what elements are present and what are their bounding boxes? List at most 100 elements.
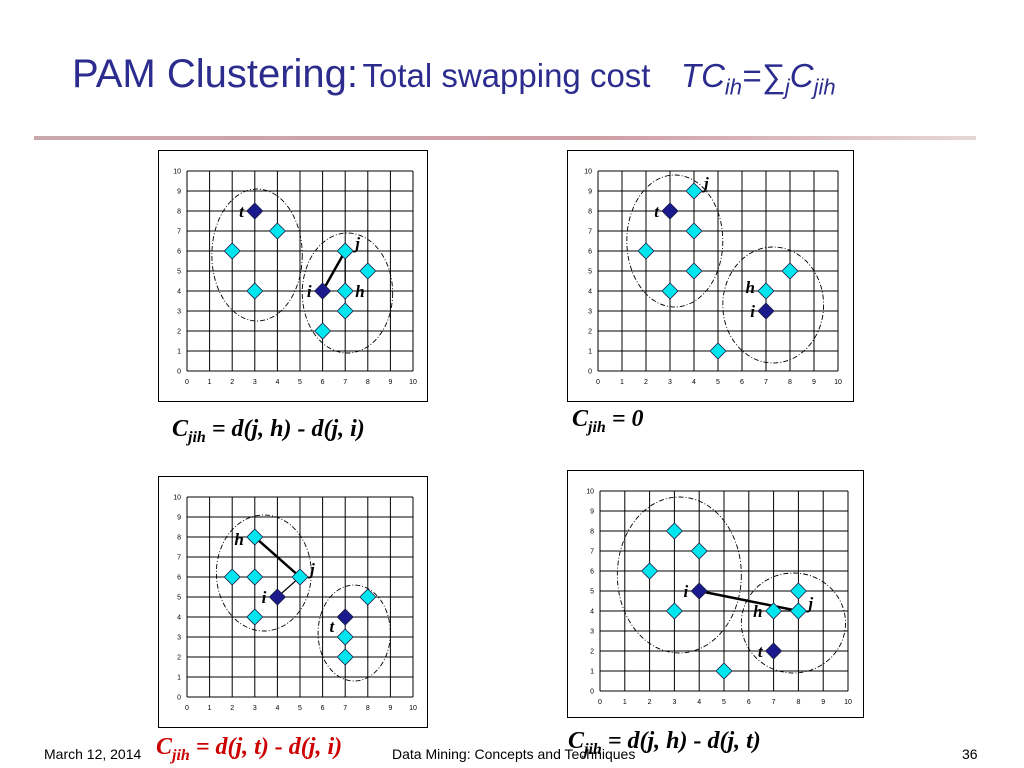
point-label: i xyxy=(262,588,267,607)
y-tick-label: 1 xyxy=(590,669,594,676)
object-point xyxy=(336,242,354,260)
x-tick-label: 5 xyxy=(298,379,302,386)
object-point xyxy=(314,322,332,340)
object-point xyxy=(757,282,775,300)
formula-sub: jih xyxy=(588,418,606,436)
y-tick-label: 6 xyxy=(590,569,594,576)
medoid-point xyxy=(246,202,264,220)
object-point xyxy=(336,648,354,666)
title-subtitle: Total swapping cost xyxy=(362,57,651,94)
medoid-point xyxy=(314,282,332,300)
y-tick-label: 0 xyxy=(177,369,181,376)
object-point xyxy=(223,242,241,260)
object-point xyxy=(665,602,683,620)
y-tick-label: 3 xyxy=(590,629,594,636)
object-point xyxy=(685,222,703,240)
object-point xyxy=(336,282,354,300)
x-tick-label: 5 xyxy=(716,379,720,386)
x-tick-label: 1 xyxy=(208,705,212,712)
x-tick-label: 9 xyxy=(388,379,392,386)
x-tick-label: 10 xyxy=(844,699,852,706)
point-label: t xyxy=(239,202,245,221)
y-tick-label: 10 xyxy=(173,495,181,502)
formula-c: C xyxy=(572,406,589,432)
distance-line xyxy=(253,536,301,578)
distance-line xyxy=(321,250,347,292)
formula-top-left: Cjih = d(j, h) - d(j, i) xyxy=(172,416,365,447)
cluster-boundary xyxy=(722,246,825,364)
x-tick-label: 4 xyxy=(692,379,696,386)
x-tick-label: 8 xyxy=(366,705,370,712)
footer-page-number: 36 xyxy=(962,746,978,762)
formula-rest: = 0 xyxy=(605,406,644,432)
y-tick-label: 9 xyxy=(177,189,181,196)
object-point xyxy=(641,562,659,580)
plot-panel-bottom-right: 0 0 1 1 2 2 3 3 4 4 5 5 6 6 7 7 8 8 9 9 10 10 i h j t xyxy=(567,470,864,718)
x-tick-label: 7 xyxy=(764,379,768,386)
object-point xyxy=(359,262,377,280)
object-point xyxy=(246,528,264,546)
y-tick-label: 4 xyxy=(177,615,181,622)
y-tick-label: 9 xyxy=(590,509,594,516)
title-main: PAM Clustering: xyxy=(72,52,359,96)
y-tick-label: 2 xyxy=(177,655,181,662)
x-tick-label: 5 xyxy=(722,699,726,706)
cluster-boundary xyxy=(317,584,391,682)
formula-eq: = xyxy=(742,57,762,94)
y-tick-label: 7 xyxy=(590,549,594,556)
y-tick-label: 3 xyxy=(177,309,181,316)
point-label: j xyxy=(307,560,315,579)
cluster-boundary xyxy=(301,232,394,354)
point-label: h xyxy=(355,282,364,301)
formula-sigma: ∑ xyxy=(761,57,785,94)
y-tick-label: 4 xyxy=(588,289,592,296)
x-tick-label: 7 xyxy=(343,379,347,386)
formula-j: j xyxy=(784,74,790,100)
object-point xyxy=(661,282,679,300)
footer-course: Data Mining: Concepts and Techniques xyxy=(392,746,636,762)
formula-sub: jih xyxy=(172,746,190,764)
plot-panel-bottom-left: 0 0 1 1 2 2 3 3 4 4 5 5 6 6 7 7 8 8 9 9 10 10 h j i t xyxy=(158,476,428,728)
formula-top-right: Cjih = 0 xyxy=(572,406,644,437)
formula-rest: = d(j, h) - d(j, i) xyxy=(205,416,365,442)
x-tick-label: 2 xyxy=(230,379,234,386)
point-label: t xyxy=(329,617,335,636)
object-point xyxy=(789,582,807,600)
y-tick-label: 9 xyxy=(177,515,181,522)
x-tick-label: 8 xyxy=(788,379,792,386)
x-tick-label: 4 xyxy=(275,379,279,386)
x-tick-label: 9 xyxy=(388,705,392,712)
y-tick-label: 6 xyxy=(588,249,592,256)
x-tick-label: 3 xyxy=(668,379,672,386)
y-tick-label: 8 xyxy=(177,535,181,542)
formula-tc: TC xyxy=(680,57,725,94)
y-tick-label: 7 xyxy=(177,229,181,236)
formula-c: C xyxy=(568,728,585,754)
point-label: h xyxy=(234,530,243,549)
point-label: i xyxy=(307,282,312,301)
y-tick-label: 2 xyxy=(590,649,594,656)
y-tick-label: 1 xyxy=(177,675,181,682)
x-tick-label: 8 xyxy=(796,699,800,706)
medoid-point xyxy=(268,588,286,606)
point-label: i xyxy=(750,302,755,321)
x-tick-label: 6 xyxy=(747,699,751,706)
distance-line xyxy=(698,589,799,613)
x-tick-label: 5 xyxy=(298,705,302,712)
cluster-boundary xyxy=(211,188,303,322)
formula-c: C xyxy=(789,57,814,94)
x-tick-label: 4 xyxy=(275,705,279,712)
x-tick-label: 3 xyxy=(253,705,257,712)
x-tick-label: 2 xyxy=(644,379,648,386)
y-tick-label: 5 xyxy=(177,595,181,602)
object-point xyxy=(637,242,655,260)
y-tick-label: 10 xyxy=(173,169,181,176)
scatter-plot-top-right: 00 1 1 2 2 3 3 4 4 5 5 6 6 7 7 8 8 9 9 10 10 j t hi xyxy=(584,169,842,387)
y-tick-label: 5 xyxy=(177,269,181,276)
plot-panel-top-left: 0 0 1 1 2 2 3 3 4 4 5 5 6 6 7 7 8 8 9 9 10 10 t j i h xyxy=(158,150,428,402)
y-tick-label: 2 xyxy=(588,329,592,336)
object-point xyxy=(685,262,703,280)
formula-rest: = d(j, t) - d(j, i) xyxy=(189,734,343,760)
point-label: t xyxy=(654,202,660,221)
object-point xyxy=(336,302,354,320)
